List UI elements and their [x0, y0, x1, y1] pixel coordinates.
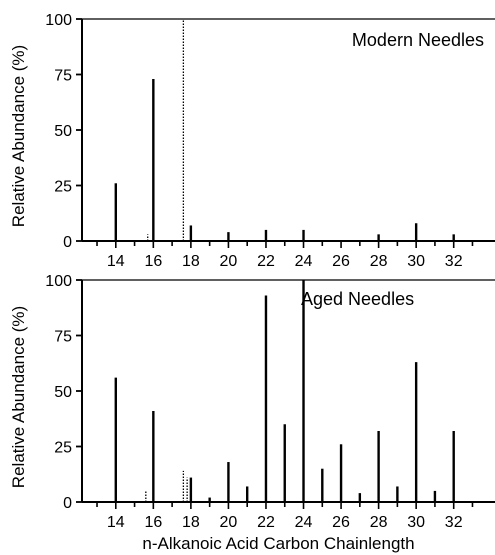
y-tick-label: 50	[54, 384, 72, 401]
x-tick-label: 14	[107, 253, 125, 270]
x-tick-label: 30	[407, 514, 425, 531]
x-tick-label: 18	[182, 514, 200, 531]
y-tick-label: 100	[45, 12, 72, 29]
x-tick-label: 32	[445, 514, 463, 531]
x-tick-label: 20	[220, 253, 238, 270]
x-tick-label: 20	[220, 514, 238, 531]
x-tick-label: 16	[144, 514, 162, 531]
x-tick-label: 14	[107, 514, 125, 531]
x-tick-label: 30	[407, 253, 425, 270]
y-axis-title: Relative Abundance (%)	[9, 45, 28, 227]
y-tick-label: 0	[63, 234, 72, 251]
y-tick-label: 100	[45, 273, 72, 290]
x-tick-label: 28	[370, 253, 388, 270]
y-tick-label: 75	[54, 329, 72, 346]
y-axis-title: Relative Abundance (%)	[9, 306, 28, 488]
panel-label: Aged Needles	[301, 289, 414, 309]
panel-label: Modern Needles	[352, 30, 484, 50]
x-tick-label: 22	[257, 253, 275, 270]
x-tick-label: 28	[370, 514, 388, 531]
y-tick-label: 0	[63, 495, 72, 512]
x-axis-title: n-Alkanoic Acid Carbon Chainlength	[142, 534, 414, 553]
x-tick-label: 26	[332, 253, 350, 270]
x-tick-label: 24	[295, 514, 313, 531]
x-tick-label: 24	[295, 253, 313, 270]
y-tick-label: 50	[54, 123, 72, 140]
x-tick-label: 16	[144, 253, 162, 270]
y-tick-label: 25	[54, 440, 72, 457]
y-tick-label: 25	[54, 179, 72, 196]
x-tick-label: 22	[257, 514, 275, 531]
y-tick-label: 75	[54, 68, 72, 85]
x-tick-label: 32	[445, 253, 463, 270]
x-tick-label: 18	[182, 253, 200, 270]
x-tick-label: 26	[332, 514, 350, 531]
